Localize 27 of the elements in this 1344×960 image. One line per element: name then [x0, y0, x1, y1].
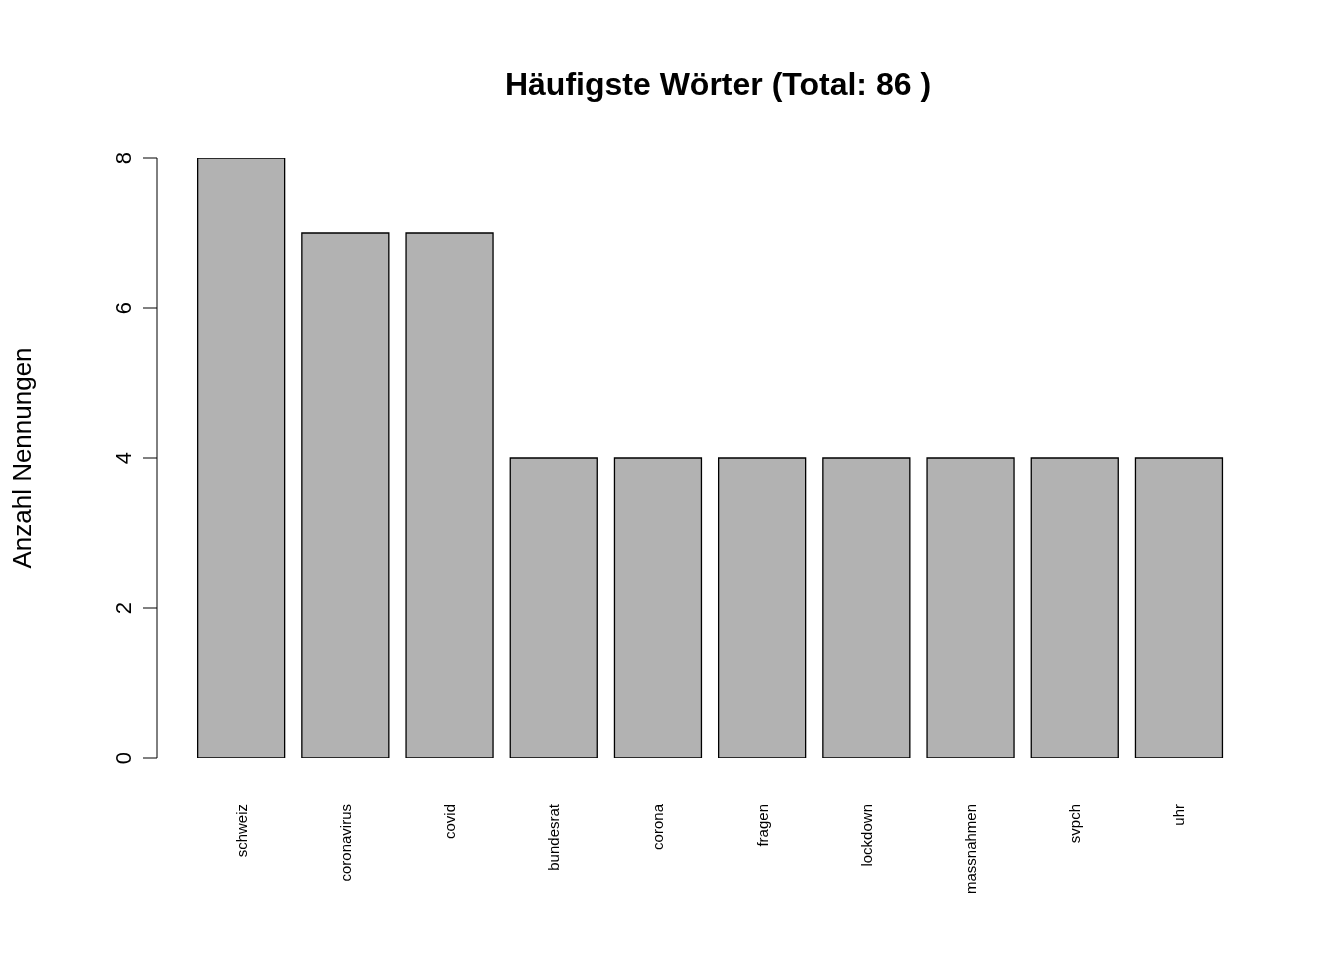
- y-tick-label: 8: [111, 151, 136, 165]
- bar: [822, 457, 911, 758]
- x-tick-label: massnahmen: [962, 804, 979, 895]
- y-tick-label: 6: [111, 301, 136, 315]
- x-tick-label: lockdown: [857, 804, 875, 867]
- x-tick-label: fragen: [753, 804, 771, 847]
- bar: [197, 158, 286, 758]
- bar: [1030, 457, 1119, 758]
- x-tick-label: covid: [441, 804, 458, 840]
- bar: [301, 232, 390, 758]
- bar: [405, 232, 494, 758]
- x-tick-label: coronavirus: [336, 804, 354, 882]
- x-tick-label: svpch: [1066, 804, 1084, 844]
- y-tick-label: 2: [111, 601, 136, 615]
- y-tick-label: 0: [111, 751, 136, 765]
- bar: [613, 457, 703, 758]
- x-tick-label: corona: [649, 803, 667, 850]
- chart-title: Häufigste Wörter (Total: 86 ): [503, 66, 933, 103]
- bar: [926, 457, 1015, 758]
- x-tick-label: uhr: [1170, 804, 1188, 826]
- bar: [718, 457, 807, 758]
- bar: [1134, 457, 1224, 758]
- x-tick-label: schweiz: [232, 804, 250, 858]
- y-tick-label: 4: [111, 451, 136, 465]
- y-axis-title: Anzahl Nennungen: [7, 347, 38, 569]
- x-tick-label: bundesrat: [545, 803, 563, 871]
- bar: [509, 457, 598, 758]
